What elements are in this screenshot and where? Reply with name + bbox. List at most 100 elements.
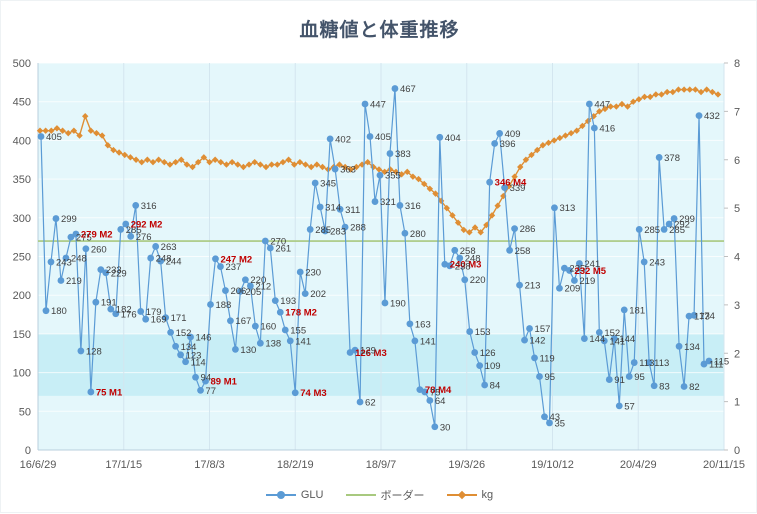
glu-point-marker [187,333,194,341]
glu-data-label: 432 [704,111,720,122]
glu-point-marker [92,298,100,306]
glu-data-label: 75 [430,387,441,398]
glu-data-label: 109 [485,361,501,372]
glu-point-marker [246,282,254,290]
glu-point-marker [391,85,399,92]
kg-point-marker [596,108,603,115]
kg-point-marker [381,168,388,176]
glu-data-label: 160 [260,322,276,333]
glu-data-label: 167 [235,316,251,327]
kg-point-marker [110,146,117,154]
glu-point-marker [351,346,359,354]
x-tick-label: 19/10/12 [531,459,574,471]
glu-point-marker [137,308,145,315]
glu-data-label: 220 [470,275,486,286]
kg-point-marker [200,154,208,161]
glu-point-marker [566,267,573,274]
glu-data-label: 134 [684,342,700,353]
glu-data-label: 263 [161,242,177,253]
glu-data-label: 237 [225,262,241,273]
kg-point-marker [127,154,134,161]
glu-data-label: 62 [365,398,376,409]
kg-point-marker [178,156,185,163]
glu-point-marker [122,220,130,228]
kg-point-marker [669,88,676,96]
glu-point-marker [276,308,284,316]
legend-label-border: ボーダー [380,490,425,502]
glu-data-label: 261 [275,243,291,254]
glu-data-label-flagged: 78 M4 [425,385,452,396]
glu-data-label: 190 [390,298,406,309]
glu-point-marker [476,362,484,370]
x-tick-label: 17/8/3 [194,459,225,471]
kg-point-marker [449,212,456,219]
kg-point-marker [42,127,49,134]
kg-point-marker [223,161,230,168]
kg-point-marker [432,190,439,197]
kg-point-marker [398,171,405,178]
glu-data-label: 157 [535,324,551,335]
glu-data-label: 82 [689,382,700,393]
glu-data-label: 144 [589,334,605,345]
glu-point-marker [341,223,349,231]
glu-data-label: 345 [320,178,336,189]
glu-data-label: 276 [136,232,152,243]
kg-point-marker [522,156,530,163]
glu-data-label: 258 [515,246,531,257]
glu-data-label: 176 [121,309,137,320]
y-right-tick-label: 5 [734,203,740,215]
glu-data-label-flagged: 346 M4 [495,178,527,189]
glu-point-marker [152,243,160,250]
kg-point-marker [647,93,654,101]
glu-data-label: 288 [350,223,366,234]
glu-data-label: 311 [345,205,360,216]
glu-point-marker [506,246,513,254]
glu-data-label: 467 [400,84,416,95]
glu-point-marker [291,389,299,397]
glu-data-label-flagged: 292 M2 [131,219,163,230]
kg-point-marker [183,161,191,168]
glu-point-marker [426,397,434,404]
glu-data-label: 248 [156,254,172,265]
glu-point-marker [57,277,65,284]
kg-point-marker [387,166,394,173]
glu-point-marker [157,257,165,265]
glu-data-label: 285 [315,225,331,236]
glu-data-label: 171 [171,313,187,324]
glu-point-marker [112,310,120,318]
kg-point-marker [404,168,411,176]
glu-data-label: 244 [166,257,182,268]
glu-point-marker [217,263,224,270]
glu-data-label: 129 [360,346,376,357]
glu-data-label: 83 [659,381,670,392]
glu-data-label: 299 [61,214,77,225]
glu-point-marker [281,326,289,334]
glu-point-marker [491,140,499,147]
glu-data-label: 405 [46,132,62,143]
kg-point-marker [477,229,484,236]
kg-point-marker [149,158,157,166]
kg-point-marker [714,91,722,98]
chart-legend: GLU ボーダー kg [1,487,757,503]
glu-point-marker [182,358,189,366]
glu-data-label: 163 [415,319,431,330]
kg-point-marker [251,158,258,166]
legend-label-kg: kg [481,489,494,501]
glu-point-marker [386,150,394,157]
glu-data-label: 383 [395,149,411,160]
kg-point-marker [550,137,558,144]
glu-point-marker [256,339,264,347]
glu-data-label: 169 [151,315,167,326]
glu-data-label: 64 [435,396,446,407]
glu-data-label: 233 [106,265,122,276]
x-tick-label: 18/2/19 [277,459,314,471]
kg-point-marker [584,117,592,125]
glu-data-label: 339 [510,183,526,194]
kg-point-marker [545,139,552,147]
kg-point-marker [443,204,450,212]
glu-data-label: 191 [101,298,117,309]
glu-point-marker [197,387,204,394]
glu-point-marker [331,165,339,173]
kg-point-marker [500,192,507,200]
glu-point-marker [271,297,279,305]
